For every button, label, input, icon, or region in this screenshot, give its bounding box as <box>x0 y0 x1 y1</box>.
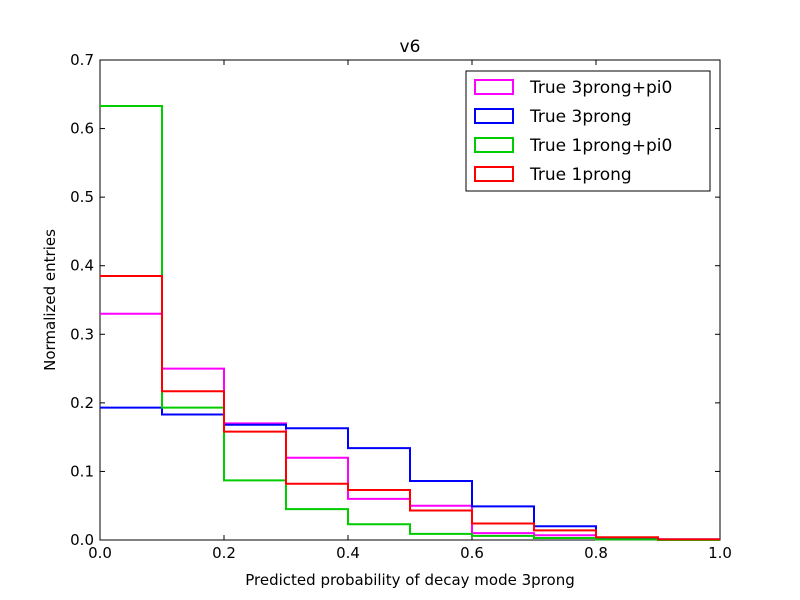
plot-frame <box>99 59 721 541</box>
legend-label: True 1prong+pi0 <box>529 136 672 156</box>
y-axis-label: Normalized entries <box>41 229 59 371</box>
y-tick-label: 0.4 <box>70 257 94 275</box>
y-tick-label: 0.0 <box>70 531 94 549</box>
x-tick-label: 0.4 <box>336 544 360 562</box>
x-tick-label: 1.0 <box>708 544 732 562</box>
x-tick-label: 0.8 <box>584 544 608 562</box>
series-line-3 <box>100 275 720 541</box>
legend-swatch <box>474 108 514 124</box>
legend-swatch <box>474 166 514 182</box>
y-tick-label: 0.2 <box>70 394 94 412</box>
legend-label: True 3prong+pi0 <box>529 78 672 98</box>
legend-label: True 3prong <box>529 107 632 127</box>
x-tick-label: 0.2 <box>212 544 236 562</box>
y-tick-label: 0.6 <box>70 120 94 138</box>
legend-box <box>465 70 711 192</box>
series-line-1 <box>100 406 720 541</box>
x-axis-label: Predicted probability of decay mode 3pro… <box>245 571 574 589</box>
chart-title: v6 <box>400 37 421 57</box>
y-tick-label: 0.5 <box>70 188 94 206</box>
y-tick-label: 0.7 <box>70 51 94 69</box>
legend: True 3prong+pi0 True 3prong True 1prong+pi… <box>465 70 711 192</box>
x-tick-label: 0.0 <box>88 544 112 562</box>
x-tick-label: 0.6 <box>460 544 484 562</box>
legend-label: True 1prong <box>529 165 632 185</box>
y-tick-label: 0.3 <box>70 325 94 343</box>
legend-swatch <box>474 137 514 153</box>
legend-swatch <box>474 79 514 95</box>
plot-area: 0.0 0.2 0.4 0.6 0.8 1.0 0.0 0.1 0.2 0.3 0.4 0.5 0.6 0… <box>70 51 732 562</box>
y-tick-label: 0.1 <box>70 462 94 480</box>
